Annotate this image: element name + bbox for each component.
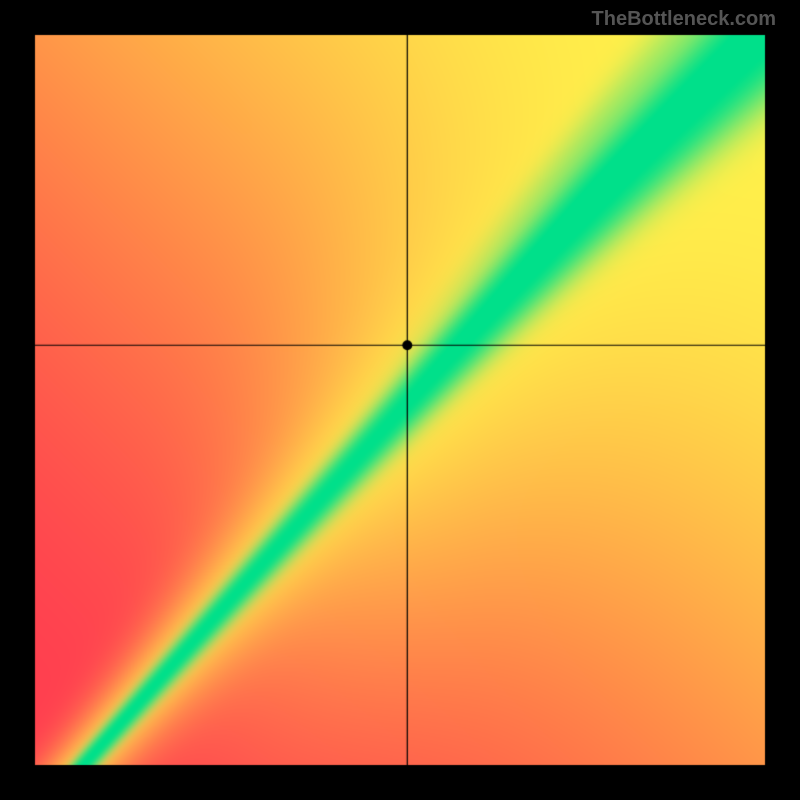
bottleneck-heatmap: [0, 0, 800, 800]
watermark-text: TheBottleneck.com: [592, 8, 776, 31]
chart-container: TheBottleneck.com: [0, 0, 800, 800]
